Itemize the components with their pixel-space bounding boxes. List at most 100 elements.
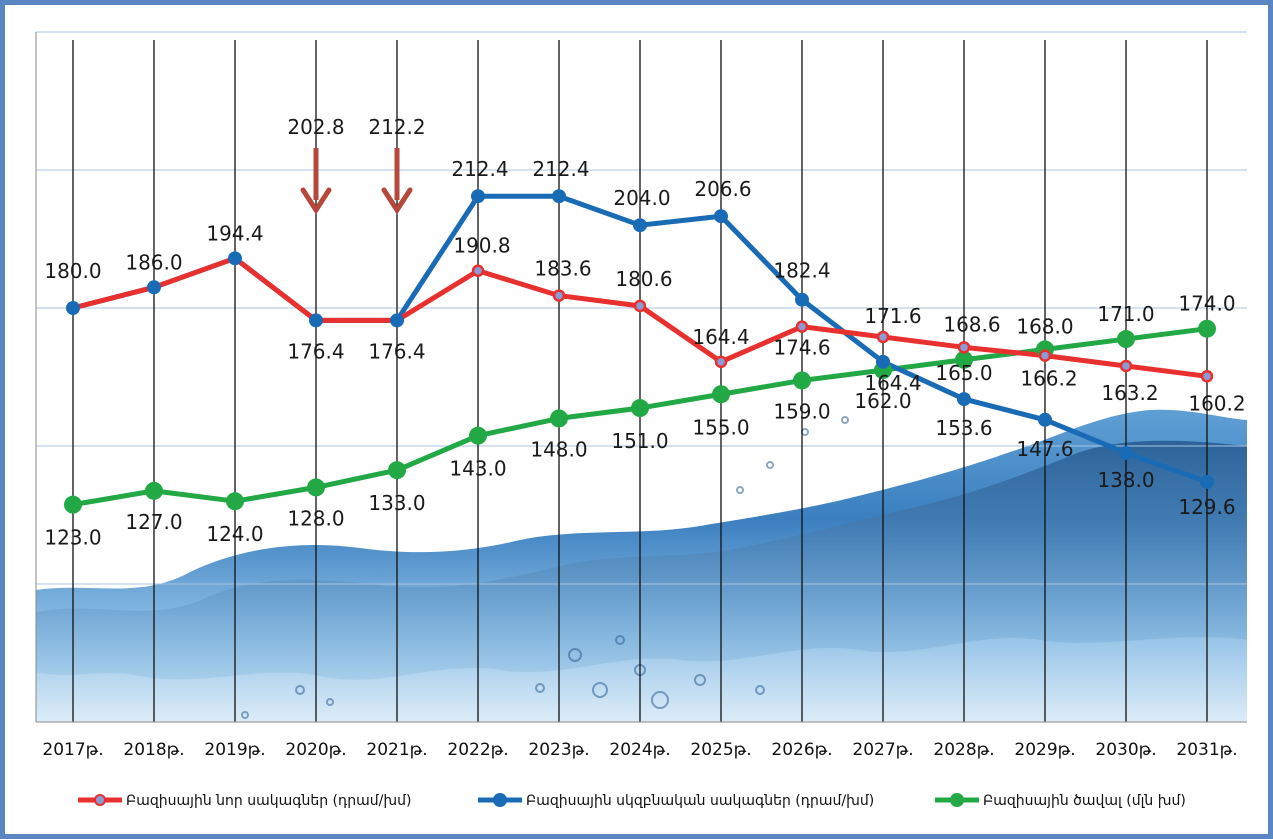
data-label: 165.0 [935,361,992,385]
legend-item: Բազիսային նոր սակագներ (դրամ/խմ) [78,793,411,809]
data-point [793,371,811,390]
legend-marker [94,794,106,806]
annotations: 202.8 212.2 [287,115,426,215]
x-tick-label: 2026թ. [771,740,832,760]
data-point [1038,412,1052,427]
legend-item: Բազիսային ծավալ (մլն խմ) [935,793,1186,809]
data-label: 206.6 [694,177,751,201]
x-tick-label: 2019թ. [204,740,265,760]
data-label: 204.0 [613,186,670,210]
data-label: 174.0 [1178,292,1235,316]
data-point [307,478,325,497]
data-point [147,280,161,295]
data-point [228,251,242,266]
data-point [795,320,809,333]
data-label: 190.8 [453,234,510,258]
data-point [955,350,973,369]
axes [35,32,1247,723]
x-tick-label: 2023թ. [528,740,589,760]
data-point [1198,319,1216,338]
legend-marker [950,793,964,807]
data-point [1119,359,1133,373]
x-tick-label: 2030թ. [1095,740,1156,760]
data-label: 133.0 [368,491,425,515]
data-label: 174.6 [773,336,830,360]
data-point [714,209,728,224]
data-label: 164.4 [864,371,921,395]
data-point [1117,330,1135,349]
data-point [552,289,566,302]
data-label: 168.0 [1016,314,1073,338]
data-label: 153.6 [935,416,992,440]
data-labels: 190.8 183.6 180.6 164.4 174.6 171.6 168.6 166.2… [44,157,1245,549]
data-label: 194.4 [206,221,263,245]
legend: Բազիսային նոր սակագներ (դրամ/խմ) Բազիսայի… [78,793,1186,809]
legend-label: Բազիսային ծավալ (մլն խմ) [983,793,1186,809]
data-point [471,189,485,204]
x-tick-label: 2022թ. [447,740,508,760]
data-label: 176.4 [287,339,344,363]
data-label: 123.0 [44,526,101,550]
legend-label: Բազիսային սկզբնական սակագներ (դրամ/խմ) [526,793,874,809]
data-point [876,354,890,369]
data-point [957,392,971,407]
data-label: 171.6 [864,304,921,328]
data-point [1119,445,1133,460]
x-tick-label: 2025թ. [690,740,751,760]
data-point [795,292,809,307]
data-point [64,495,82,514]
data-label: 138.0 [1097,468,1154,492]
data-label: 168.6 [943,312,1000,336]
x-tick-label: 2029թ. [1014,740,1075,760]
data-label: 147.6 [1016,437,1073,461]
data-label: 164.4 [692,325,749,349]
data-label: 162.0 [854,389,911,413]
data-label: 128.0 [287,506,344,530]
annotation: 202.8 [287,115,345,215]
data-point [633,299,647,313]
data-label: 180.6 [615,267,672,291]
data-point [633,218,647,233]
data-point [390,313,404,328]
data-point [631,399,649,418]
data-point [957,341,971,354]
legend-marker [493,793,507,807]
data-label: 148.0 [530,437,587,461]
data-point [469,426,487,445]
data-point [1200,474,1214,489]
x-tick-label: 2021թ. [366,740,427,760]
data-point [388,461,406,480]
data-label: 186.0 [125,250,182,274]
annotation: 212.2 [368,115,426,215]
legend-item: Բազիսային սկզբնական սակագներ (դրամ/խմ) [478,793,874,809]
data-label: 176.4 [368,339,425,363]
data-point [309,313,323,328]
data-label: 180.0 [44,259,101,283]
legend-label: Բազիսային նոր սակագներ (դրամ/խմ) [126,793,411,809]
x-tick-label: 2028թ. [933,740,994,760]
x-tick-label: 2027թ. [852,740,913,760]
data-point [552,189,566,204]
data-label: 160.2 [1188,391,1245,415]
series-markers-1 [66,189,1214,489]
data-point [471,264,485,277]
data-label: 166.2 [1020,367,1077,391]
series-markers-0 [471,264,1214,383]
x-tick-label: 2017թ. [42,740,103,760]
data-point [145,481,163,500]
data-label: 171.0 [1097,302,1154,326]
water-splash-background [36,409,1247,722]
data-label: 159.0 [773,399,830,423]
data-label: 182.4 [773,259,830,283]
data-point [712,385,730,404]
x-tick-label: 2018թ. [123,740,184,760]
series-lines [64,189,1216,514]
data-point [714,355,728,369]
data-label: 127.0 [125,510,182,534]
data-point [550,409,568,428]
data-label: 151.0 [611,429,668,453]
data-label: 212.4 [451,157,508,181]
data-point [1200,370,1214,383]
data-point [66,301,80,315]
